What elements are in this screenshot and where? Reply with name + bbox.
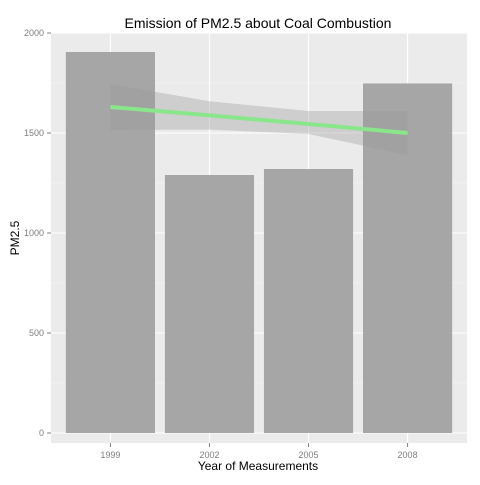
x-tick-label: 2002 [199,450,219,460]
bar-2005 [263,169,354,433]
bar-1999 [65,52,155,433]
trend-group [110,84,408,155]
x-tick-label: 2008 [398,450,418,460]
bar-2008 [363,83,453,434]
chart-title: Emission of PM2.5 about Coal Combustion [125,15,392,31]
bar-2002 [164,175,255,433]
y-tick-label: 1500 [24,128,44,138]
y-tick-label: 0 [39,428,44,438]
x-tick-label: 2005 [299,450,319,460]
x-axis-title: Year of Measurements [198,459,318,473]
y-axis-title: PM2.5 [8,220,22,255]
x-tick-label: 1999 [100,450,120,460]
x-axis: 1999 2002 2005 2008 [100,443,418,460]
trend-line [110,105,408,135]
y-axis: 0 500 1000 1500 2000 [24,28,51,438]
y-tick-label: 2000 [24,28,44,38]
y-tick-label: 1000 [24,228,44,238]
y-tick-label: 500 [29,328,44,338]
bars [65,52,453,434]
